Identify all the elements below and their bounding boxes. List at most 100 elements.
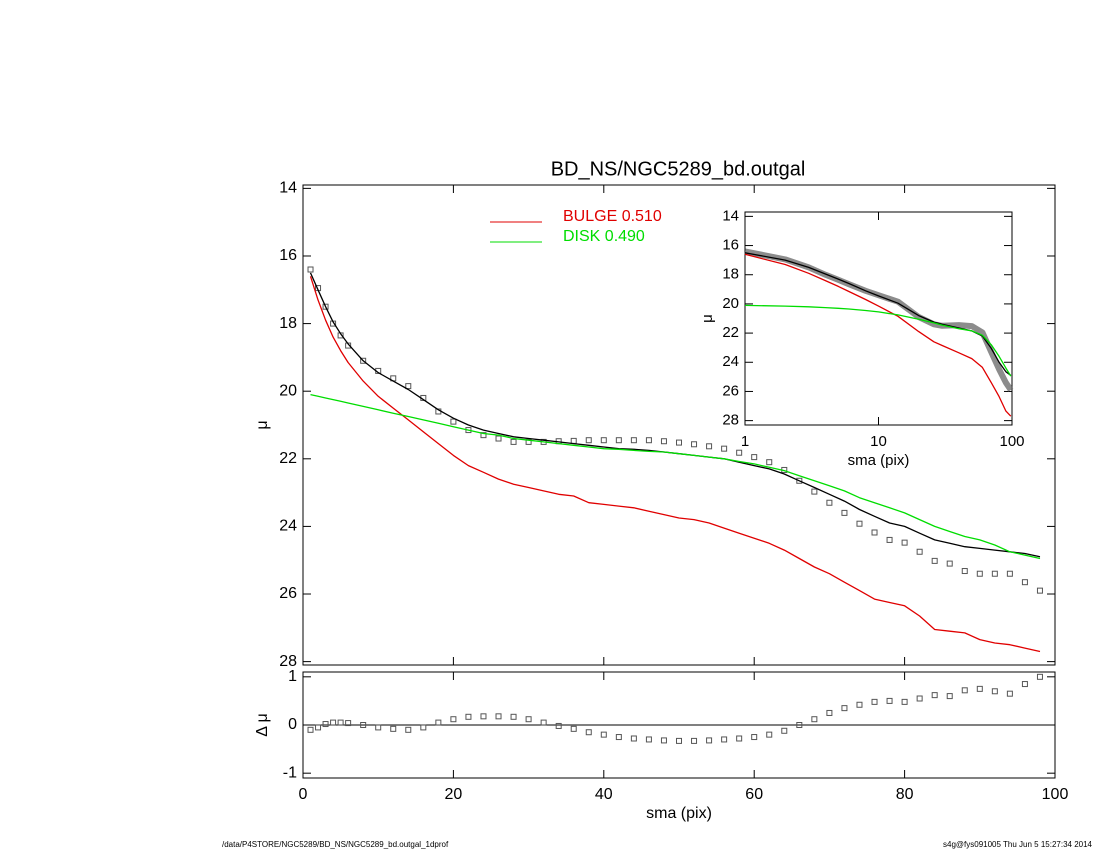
data-point	[420, 724, 427, 731]
data-point	[916, 548, 923, 555]
data-point	[330, 719, 337, 726]
data-point	[405, 383, 412, 390]
data-point	[691, 441, 698, 448]
data-band	[744, 248, 1014, 392]
y-tick-label: 20	[722, 295, 739, 312]
data-point	[721, 736, 728, 743]
data-point	[931, 557, 938, 564]
data-point	[600, 437, 607, 444]
data-point	[322, 303, 329, 310]
data-point	[946, 560, 953, 567]
data-point	[525, 716, 532, 723]
y-tick-label: 26	[722, 382, 739, 399]
data-point	[1006, 690, 1013, 697]
y-tick-label: 28	[279, 653, 297, 670]
data-point	[1006, 570, 1013, 577]
legend-label: BULGE 0.510	[563, 208, 662, 225]
y-tick-label: 22	[279, 450, 297, 467]
data-point	[721, 445, 728, 452]
footer-left: /data/P4STORE/NGC5289/BD_NS/NGC5289_bd.o…	[222, 840, 449, 849]
data-point	[360, 357, 367, 364]
data-point	[480, 432, 487, 439]
x-axis-label: sma (pix)	[848, 452, 910, 469]
y-tick-label: 18	[279, 315, 297, 332]
data-point	[540, 719, 547, 726]
y-tick-label: 0	[288, 716, 297, 733]
data-point	[961, 568, 968, 575]
data-point	[751, 734, 758, 741]
data-point	[796, 722, 803, 728]
data-point	[826, 499, 833, 506]
data-point	[871, 529, 878, 536]
data-point	[1036, 673, 1043, 680]
x-tick-label: 10	[870, 433, 887, 450]
y-axis-label: μ	[699, 314, 716, 323]
legend-label: DISK 0.490	[563, 228, 645, 245]
data-point	[435, 719, 442, 726]
data-point	[811, 488, 818, 495]
data-point	[961, 687, 968, 694]
data-point	[766, 731, 773, 738]
data-point	[645, 437, 652, 444]
model-line	[744, 304, 1012, 377]
model-line	[310, 393, 1041, 560]
data-point	[976, 570, 983, 577]
data-point	[495, 713, 502, 720]
data-point	[886, 536, 893, 543]
y-tick-label: 24	[279, 518, 297, 535]
data-point	[307, 266, 314, 273]
data-point	[495, 435, 502, 442]
data-point	[390, 725, 397, 732]
data-point	[1021, 681, 1028, 688]
data-point	[811, 716, 818, 723]
chart-title: BD_NS/NGC5289_bd.outgal	[551, 158, 806, 180]
data-point	[901, 698, 908, 705]
x-tick-label: 40	[595, 786, 613, 803]
y-tick-label: -1	[283, 764, 297, 781]
data-point	[630, 437, 637, 444]
x-tick-label: 0	[299, 786, 308, 803]
data-point	[600, 731, 607, 738]
x-tick-label: 80	[896, 786, 914, 803]
data-point	[736, 449, 743, 456]
data-point	[871, 698, 878, 705]
data-point	[345, 720, 352, 727]
data-point	[856, 520, 863, 527]
data-point	[585, 729, 592, 736]
data-point	[841, 705, 848, 712]
data-point	[450, 418, 457, 425]
y-tick-label: 24	[722, 353, 739, 370]
data-point	[901, 539, 908, 546]
data-point	[931, 692, 938, 699]
data-point	[781, 727, 788, 734]
data-point	[480, 713, 487, 720]
data-point	[676, 737, 682, 744]
data-point	[946, 693, 953, 700]
data-point	[570, 725, 577, 732]
data-point	[307, 726, 314, 733]
data-point	[736, 735, 743, 742]
data-point	[660, 438, 667, 445]
data-point	[510, 713, 517, 720]
data-point	[615, 734, 622, 741]
data-point	[916, 695, 923, 702]
x-axis-label: sma (pix)	[646, 805, 712, 822]
data-point	[856, 701, 863, 708]
data-point	[1036, 587, 1043, 594]
y-tick-label: 20	[279, 382, 297, 399]
data-point	[615, 437, 622, 444]
data-point	[706, 443, 713, 450]
x-tick-label: 20	[445, 786, 463, 803]
data-point	[706, 737, 713, 744]
data-point	[585, 437, 592, 444]
data-point	[660, 737, 667, 744]
data-point	[375, 724, 382, 731]
data-point	[1021, 579, 1028, 586]
y-tick-label: 28	[722, 412, 739, 429]
data-point	[676, 439, 682, 446]
y-tick-label: 16	[279, 247, 297, 264]
x-tick-label: 60	[745, 786, 763, 803]
data-point	[555, 722, 562, 729]
y-tick-label: 22	[722, 324, 739, 341]
data-point	[322, 721, 329, 728]
